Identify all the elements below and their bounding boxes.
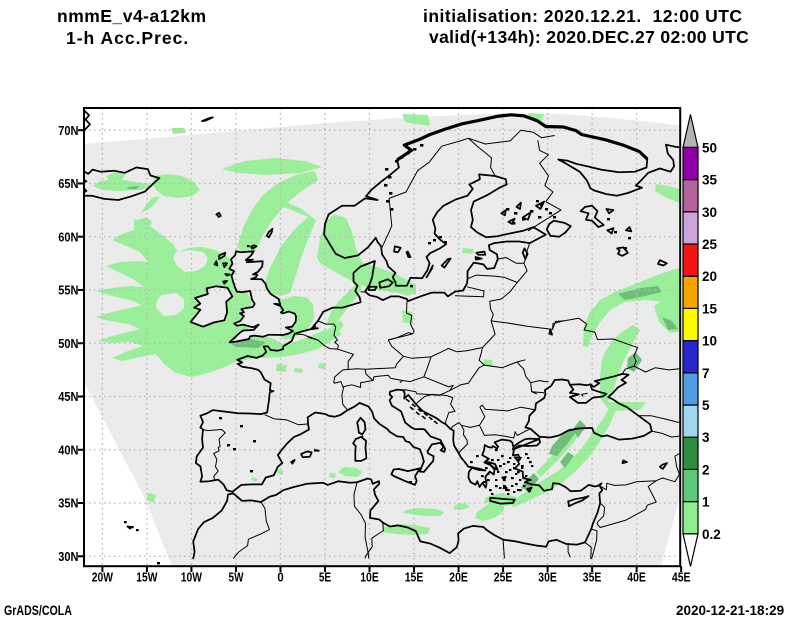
svg-text:10W: 10W bbox=[181, 569, 203, 584]
svg-text:40E: 40E bbox=[627, 569, 646, 584]
svg-text:0.2: 0.2 bbox=[702, 527, 721, 542]
svg-text:20E: 20E bbox=[449, 569, 468, 584]
svg-text:25: 25 bbox=[702, 237, 718, 252]
svg-text:30E: 30E bbox=[538, 569, 557, 584]
svg-text:25E: 25E bbox=[494, 569, 513, 584]
svg-text:45E: 45E bbox=[672, 569, 691, 584]
svg-text:35N: 35N bbox=[58, 496, 78, 511]
svg-text:3: 3 bbox=[702, 430, 710, 445]
svg-text:50N: 50N bbox=[58, 336, 78, 351]
svg-text:15: 15 bbox=[702, 301, 718, 316]
svg-text:20: 20 bbox=[702, 269, 717, 284]
svg-text:65N: 65N bbox=[58, 176, 78, 191]
svg-text:50: 50 bbox=[702, 140, 717, 155]
svg-text:0: 0 bbox=[277, 569, 283, 584]
svg-text:1: 1 bbox=[702, 495, 710, 510]
svg-text:35E: 35E bbox=[583, 569, 602, 584]
svg-text:45N: 45N bbox=[58, 389, 78, 404]
svg-text:60N: 60N bbox=[58, 229, 78, 244]
svg-text:5W: 5W bbox=[229, 569, 244, 584]
svg-text:10E: 10E bbox=[360, 569, 379, 584]
svg-text:20W: 20W bbox=[92, 569, 114, 584]
svg-text:2: 2 bbox=[702, 462, 710, 477]
svg-text:55N: 55N bbox=[58, 283, 78, 298]
svg-text:15E: 15E bbox=[405, 569, 424, 584]
svg-text:40N: 40N bbox=[58, 443, 78, 458]
svg-text:30: 30 bbox=[702, 205, 717, 220]
svg-text:30N: 30N bbox=[58, 549, 78, 564]
svg-text:70N: 70N bbox=[58, 123, 78, 138]
svg-text:5: 5 bbox=[702, 398, 710, 413]
svg-text:15W: 15W bbox=[136, 569, 158, 584]
svg-text:5E: 5E bbox=[319, 569, 332, 584]
svg-text:10: 10 bbox=[702, 334, 717, 349]
svg-text:35: 35 bbox=[702, 173, 718, 188]
svg-text:7: 7 bbox=[702, 366, 710, 381]
